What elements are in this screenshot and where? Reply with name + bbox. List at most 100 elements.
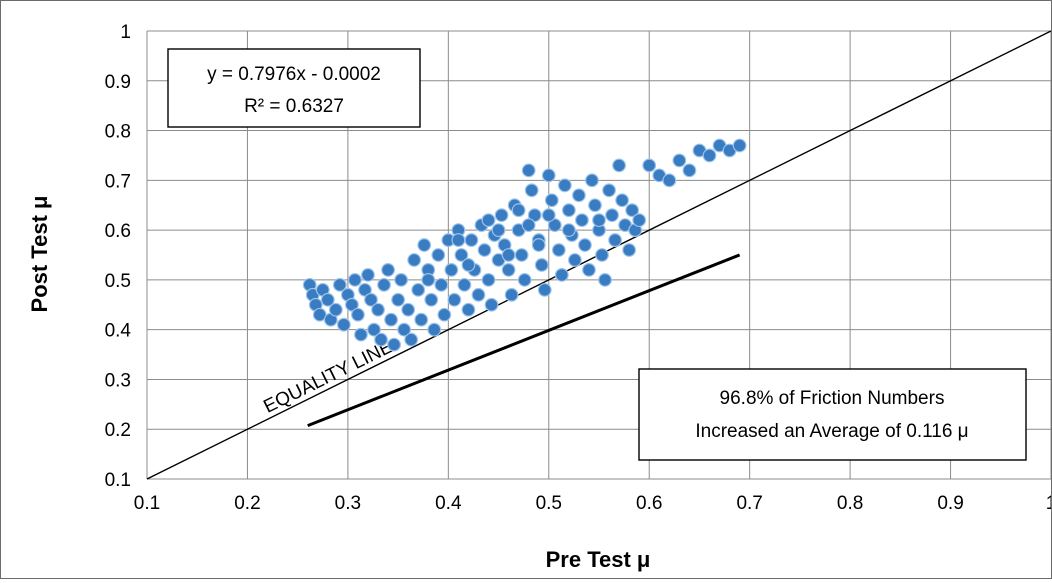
data-point: [527, 208, 542, 223]
x-tick-label: 0.4: [435, 493, 462, 514]
data-point: [662, 173, 677, 188]
y-tick-label: 0.4: [105, 321, 132, 342]
y-tick-labels: 0.1 0.2 0.3 0.4 0.5 0.6 0.7 0.8 0.9 1: [105, 22, 132, 491]
data-point: [431, 248, 446, 262]
x-tick-label: 0.1: [134, 493, 160, 514]
data-point: [561, 203, 576, 218]
equality-line-label: EQUALITY LINE: [260, 336, 396, 417]
data-point: [320, 292, 335, 307]
data-point: [328, 302, 343, 317]
data-point: [598, 272, 612, 287]
x-tick-label: 0.6: [636, 493, 662, 514]
data-point: [481, 272, 496, 287]
y-tick-label: 0.5: [105, 271, 131, 292]
data-point: [588, 198, 602, 213]
annotation-line-1: 96.8% of Friction Numbers: [720, 388, 945, 409]
data-point: [457, 277, 472, 292]
x-tick-label: 0.7: [736, 493, 762, 514]
data-point: [534, 258, 549, 272]
data-point: [602, 183, 616, 198]
data-point: [414, 312, 429, 327]
data-point: [336, 317, 351, 332]
data-point: [702, 148, 717, 163]
data-points: [302, 138, 747, 352]
data-point: [592, 213, 606, 228]
data-point: [511, 203, 526, 218]
data-point: [615, 193, 630, 208]
x-tick-label: 0.9: [937, 493, 963, 514]
data-point: [625, 203, 640, 218]
data-point: [541, 168, 556, 183]
data-point: [345, 297, 359, 312]
data-point: [407, 253, 422, 267]
data-point: [404, 332, 419, 347]
data-point: [517, 272, 532, 287]
data-point: [454, 248, 469, 262]
data-point: [585, 173, 599, 188]
data-point: [384, 312, 398, 327]
y-tick-label: 0.2: [105, 420, 131, 441]
data-point: [451, 233, 466, 247]
data-point: [632, 213, 647, 228]
data-point: [541, 208, 556, 223]
data-point: [394, 272, 409, 287]
x-axis-title: Pre Test μ: [546, 547, 651, 572]
data-point: [521, 163, 536, 178]
data-point: [672, 153, 687, 168]
x-tick-label: 0.5: [536, 493, 562, 514]
data-point: [387, 337, 401, 352]
data-point: [608, 233, 622, 247]
data-point: [481, 213, 496, 228]
data-point: [332, 277, 347, 292]
data-point: [551, 243, 566, 257]
data-point: [358, 282, 372, 297]
data-point: [364, 292, 378, 307]
data-point: [471, 287, 486, 302]
y-tick-label: 0.1: [105, 470, 131, 491]
data-point: [427, 322, 442, 337]
data-point: [348, 272, 362, 287]
data-point: [477, 243, 492, 257]
y-tick-label: 0.9: [105, 72, 131, 93]
data-point: [578, 238, 592, 252]
trendline-equation: y = 0.7976x - 0.0002: [207, 64, 381, 85]
data-point: [642, 158, 657, 173]
data-point: [351, 307, 365, 322]
data-point: [367, 322, 381, 337]
y-tick-label: 1: [120, 22, 131, 43]
data-point: [682, 163, 697, 178]
data-point: [622, 243, 637, 257]
data-point: [501, 263, 516, 277]
data-point: [595, 248, 609, 262]
data-point: [374, 332, 388, 347]
annotation-box: [638, 368, 1027, 461]
data-point: [537, 282, 552, 297]
data-point: [447, 292, 462, 307]
data-point: [411, 282, 426, 297]
data-point: [444, 263, 459, 277]
data-point: [612, 158, 626, 173]
data-point: [561, 223, 576, 238]
x-tick-label: 1: [1046, 493, 1051, 514]
data-point: [732, 138, 747, 153]
data-point: [417, 238, 432, 252]
data-point: [557, 178, 572, 193]
data-point: [434, 277, 449, 292]
data-point: [397, 322, 412, 337]
data-point: [437, 307, 452, 322]
data-point: [605, 208, 619, 223]
data-point: [421, 272, 436, 287]
data-point: [401, 302, 416, 317]
data-point: [504, 287, 519, 302]
data-point: [544, 193, 559, 208]
y-tick-label: 0.3: [105, 370, 131, 391]
data-point: [377, 277, 391, 292]
data-point: [514, 248, 529, 262]
data-point: [464, 233, 479, 247]
x-tick-labels: 0.1 0.2 0.3 0.4 0.5 0.6 0.7 0.8 0.9 1: [134, 493, 1052, 514]
data-point: [547, 218, 562, 233]
trendline-r-squared: R² = 0.6327: [244, 96, 344, 117]
data-point: [461, 258, 476, 272]
data-point: [461, 302, 476, 317]
